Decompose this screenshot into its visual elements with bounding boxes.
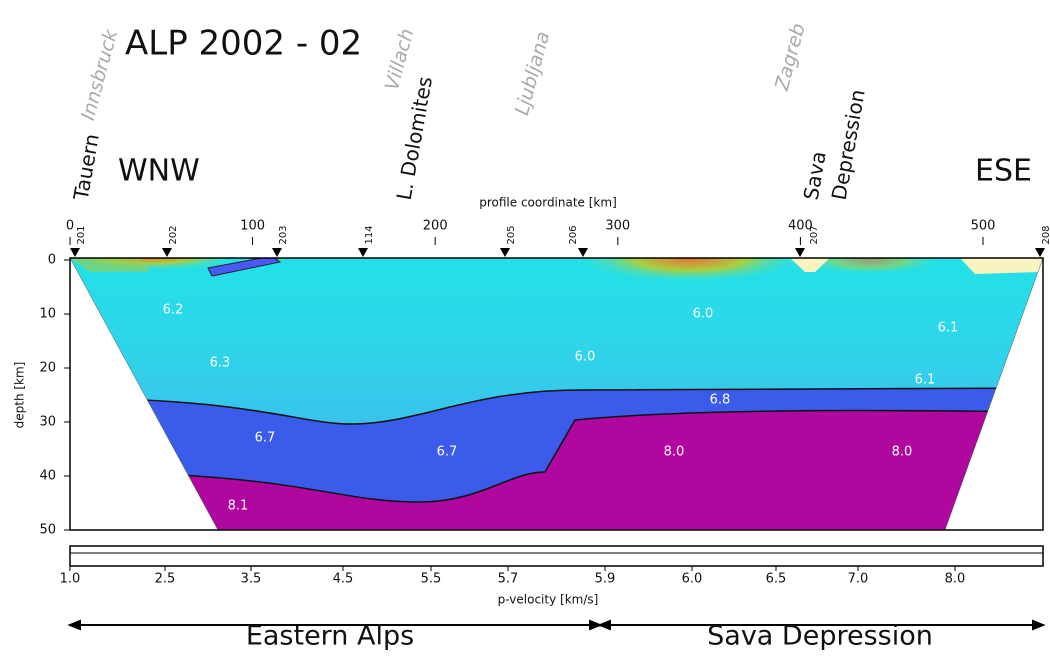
west-label: WNW [118,154,200,189]
colorbar-tick-label: 5.9 [595,572,616,587]
velocity-label: 6.0 [575,350,596,365]
city-label: Ljubljana [511,29,554,118]
colorbar-tick-label: 5.5 [421,572,442,587]
city-label: Zagreb [771,21,810,94]
velocity-label: 6.8 [710,393,731,408]
station-marker [358,248,368,257]
station-marker [70,248,80,257]
x-tick-label: 500 [971,219,996,234]
velocity-label: 6.7 [255,431,276,446]
velocity-label: 8.0 [664,445,685,460]
place-label: L. Dolomites [392,75,437,202]
place-label: Sava [799,149,831,201]
colorbar-tick-label: 7.0 [848,572,869,587]
station-marker [1035,248,1045,257]
colorbar-tick-label: 5.7 [498,572,519,587]
station-label: 203 [278,225,289,244]
y-tick-label: 40 [39,469,56,484]
velocity-label: 8.1 [228,499,249,514]
station-marker [795,248,805,257]
east-label: ESE [975,154,1032,189]
velocity-label: 6.1 [938,321,959,336]
x-tick-label: 100 [240,219,265,234]
station-marker [578,248,588,257]
station-label: 206 [568,225,579,244]
colorbar-tick-label: 6.0 [682,572,703,587]
colorbar [70,546,1043,566]
colorbar-tick-label: 4.5 [333,572,354,587]
velocity-label: 6.7 [437,445,458,460]
region-label: Eastern Alps [246,621,414,652]
station-marker [500,248,510,257]
y-tick-label: 10 [39,307,56,322]
station-label: 201 [76,225,87,244]
place-label: Tauern [69,132,104,203]
station-marker [272,248,282,257]
velocity-model [60,244,1050,540]
velocity-label: 6.3 [210,356,231,371]
y-tick-label: 50 [39,523,56,538]
colorbar-tick-label: 8.0 [945,572,966,587]
place-label: Depression [827,88,870,202]
x-tick-label: 0 [66,219,74,234]
velocity-label: 6.0 [693,307,714,322]
y-tick-label: 20 [39,361,56,376]
colorbar-tick-label: 6.5 [766,572,787,587]
velocity-label: 6.1 [915,373,936,388]
x-tick-label: 400 [788,219,813,234]
station-label: 208 [1041,225,1050,244]
y-tick-label: 30 [39,415,56,430]
velocity-label: 6.2 [163,303,184,318]
station-marker [162,248,172,257]
colorbar-label: p-velocity [km/s] [498,593,599,607]
y-tick-label: 0 [48,253,56,268]
colorbar-tick-label: 3.5 [241,572,262,587]
x-axis-label: profile coordinate [km] [479,196,617,210]
colorbar-tick-label: 1.0 [60,572,81,587]
station-label: 202 [168,225,179,244]
city-label: Innsbruck [77,26,123,122]
region-label: Sava Depression [707,621,933,652]
x-tick-label: 200 [423,219,448,234]
station-label: 114 [364,225,375,244]
velocity-label: 8.0 [892,445,913,460]
figure: ALP 2002 - 02 WNW ESE profile coordinate… [0,0,1050,657]
x-tick-label: 300 [605,219,630,234]
title: ALP 2002 - 02 [125,24,362,64]
station-label: 205 [506,225,517,244]
y-axis-label: depth [km] [13,362,27,429]
colorbar-tick-label: 2.5 [155,572,176,587]
